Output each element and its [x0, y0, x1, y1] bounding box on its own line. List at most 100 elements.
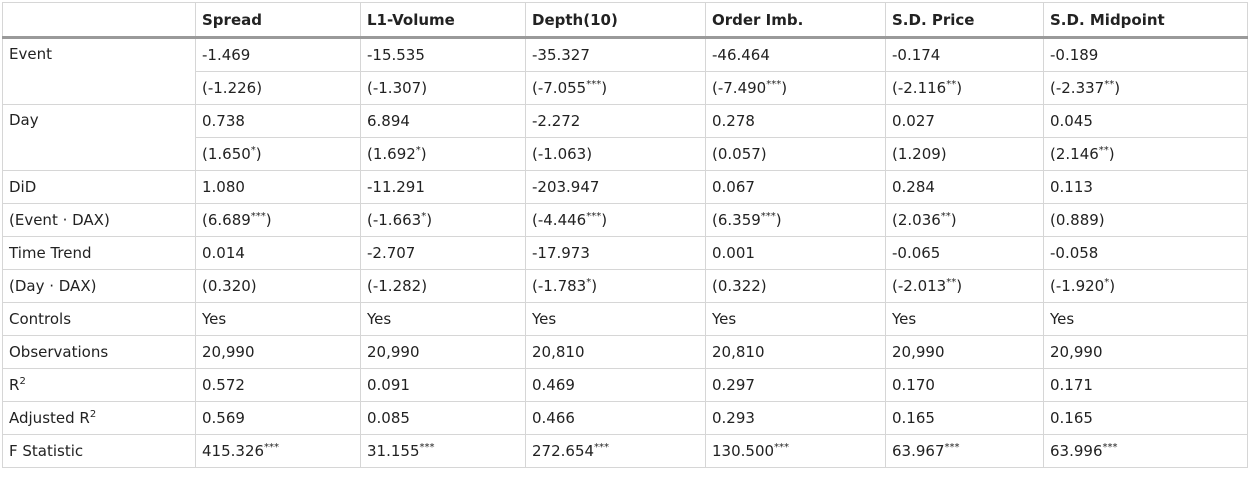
cell-spread: 0.014: [195, 236, 361, 270]
cell-spread: 0.569: [195, 401, 361, 435]
header-row: Spread L1-Volume Depth(10) Order Imb. S.…: [2, 2, 1248, 39]
row-label: Controls: [2, 302, 196, 336]
cell-sd-price: (1.209): [885, 137, 1044, 171]
cell-sd-midpoint: (-2.337**): [1043, 71, 1248, 105]
cell-order-imb: 130.500***: [705, 434, 886, 468]
cell-sd-midpoint: 0.165: [1043, 401, 1248, 435]
header-cell-depth10: Depth(10): [525, 2, 706, 39]
cell-depth10: (-1.783*): [525, 269, 706, 303]
cell-sd-price: 0.284: [885, 170, 1044, 204]
table-row: DiD 1.080 -11.291 -203.947 0.067 0.284 0.113: [2, 170, 1248, 204]
header-cell-order-imb: Order Imb.: [705, 2, 886, 39]
regression-table-container: Spread L1-Volume Depth(10) Order Imb. S.…: [2, 2, 1248, 468]
cell-l1-volume: (-1.282): [360, 269, 526, 303]
table-row: R2 0.572 0.091 0.469 0.297 0.170 0.171: [2, 368, 1248, 402]
cell-l1-volume: (-1.307): [360, 71, 526, 105]
cell-l1-volume: -15.535: [360, 37, 526, 72]
table-row: Event -1.469 -15.535 -35.327 -46.464 -0.174 -0…: [2, 37, 1248, 105]
cell-order-imb: (6.359***): [705, 203, 886, 237]
cell-spread: 1.080: [195, 170, 361, 204]
cell-depth10: (-7.055***): [525, 71, 706, 105]
cell-l1-volume: 20,990: [360, 335, 526, 369]
header-cell-corner: [2, 2, 196, 39]
cell-spread: (6.689***): [195, 203, 361, 237]
row-label: (Day · DAX): [2, 269, 196, 303]
cell-l1-volume: 0.091: [360, 368, 526, 402]
cell-order-imb: 0.067: [705, 170, 886, 204]
cell-l1-volume: 31.155***: [360, 434, 526, 468]
cell-sd-midpoint: 20,990: [1043, 335, 1248, 369]
cell-sd-price: 63.967***: [885, 434, 1044, 468]
cell-sd-price: (-2.116**): [885, 71, 1044, 105]
cell-sd-price: 0.165: [885, 401, 1044, 435]
cell-l1-volume: Yes: [360, 302, 526, 336]
table-row: Adjusted R2 0.569 0.085 0.466 0.293 0.165 0.16…: [2, 401, 1248, 435]
cell-spread: -1.469: [195, 37, 361, 72]
cell-depth10: 272.654***: [525, 434, 706, 468]
table-row: F Statistic 415.326*** 31.155*** 272.654***…: [2, 434, 1248, 468]
cell-l1-volume: (-1.663*): [360, 203, 526, 237]
cell-order-imb: (0.057): [705, 137, 886, 171]
row-label: Adjusted R2: [2, 401, 196, 435]
row-label: Observations: [2, 335, 196, 369]
cell-depth10: -35.327: [525, 37, 706, 72]
cell-depth10: Yes: [525, 302, 706, 336]
cell-sd-price: -0.065: [885, 236, 1044, 270]
header-cell-spread: Spread: [195, 2, 361, 39]
cell-spread: 0.572: [195, 368, 361, 402]
cell-sd-midpoint: -0.058: [1043, 236, 1248, 270]
cell-depth10: 20,810: [525, 335, 706, 369]
cell-l1-volume: -11.291: [360, 170, 526, 204]
table-row: Day 0.738 6.894 -2.272 0.278 0.027 0.045: [2, 104, 1248, 171]
row-label: Day: [2, 104, 196, 171]
cell-sd-midpoint: 0.113: [1043, 170, 1248, 204]
cell-spread: 0.738: [195, 104, 361, 138]
regression-results-table: Spread L1-Volume Depth(10) Order Imb. S.…: [2, 2, 1248, 468]
cell-spread: Yes: [195, 302, 361, 336]
cell-spread: (-1.226): [195, 71, 361, 105]
row-label: F Statistic: [2, 434, 196, 468]
cell-sd-midpoint: 63.996***: [1043, 434, 1248, 468]
cell-sd-price: -0.174: [885, 37, 1044, 72]
cell-sd-price: (2.036**): [885, 203, 1044, 237]
cell-spread: (1.650*): [195, 137, 361, 171]
cell-spread: 415.326***: [195, 434, 361, 468]
cell-order-imb: Yes: [705, 302, 886, 336]
cell-sd-midpoint: (-1.920*): [1043, 269, 1248, 303]
cell-depth10: 0.466: [525, 401, 706, 435]
row-label: DiD: [2, 170, 196, 204]
table-row: Observations 20,990 20,990 20,810 20,810 20,9…: [2, 335, 1248, 369]
table-row: (Day · DAX) (0.320) (-1.282) (-1.783*) (0.32…: [2, 269, 1248, 303]
table-row: Time Trend 0.014 -2.707 -17.973 0.001 -0.065-…: [2, 236, 1248, 270]
cell-spread: (0.320): [195, 269, 361, 303]
cell-l1-volume: -2.707: [360, 236, 526, 270]
table-body: Event -1.469 -15.535 -35.327 -46.464 -0.174 -0…: [2, 37, 1248, 468]
cell-order-imb: (-7.490***): [705, 71, 886, 105]
cell-sd-midpoint: 0.045: [1043, 104, 1248, 138]
row-label: (Event · DAX): [2, 203, 196, 237]
cell-sd-midpoint: (0.889): [1043, 203, 1248, 237]
cell-sd-price: Yes: [885, 302, 1044, 336]
cell-sd-price: 0.027: [885, 104, 1044, 138]
cell-sd-price: 20,990: [885, 335, 1044, 369]
cell-depth10: (-4.446***): [525, 203, 706, 237]
header-cell-sd-midpoint: S.D. Midpoint: [1043, 2, 1248, 39]
cell-sd-price: 0.170: [885, 368, 1044, 402]
row-label: Event: [2, 37, 196, 105]
cell-depth10: 0.469: [525, 368, 706, 402]
cell-order-imb: -46.464: [705, 37, 886, 72]
row-label: R2: [2, 368, 196, 402]
cell-depth10: -203.947: [525, 170, 706, 204]
cell-sd-midpoint: 0.171: [1043, 368, 1248, 402]
table-row: (Event · DAX) (6.689***) (-1.663*) (-4.446*…: [2, 203, 1248, 237]
cell-l1-volume: 0.085: [360, 401, 526, 435]
cell-l1-volume: 6.894: [360, 104, 526, 138]
cell-depth10: -17.973: [525, 236, 706, 270]
header-cell-sd-price: S.D. Price: [885, 2, 1044, 39]
cell-sd-midpoint: (2.146**): [1043, 137, 1248, 171]
cell-l1-volume: (1.692*): [360, 137, 526, 171]
table-row: (1.650*) (1.692*) (-1.063) (0.057) (1.209) (2…: [3, 137, 1248, 171]
cell-order-imb: 0.297: [705, 368, 886, 402]
cell-order-imb: (0.322): [705, 269, 886, 303]
cell-order-imb: 0.293: [705, 401, 886, 435]
